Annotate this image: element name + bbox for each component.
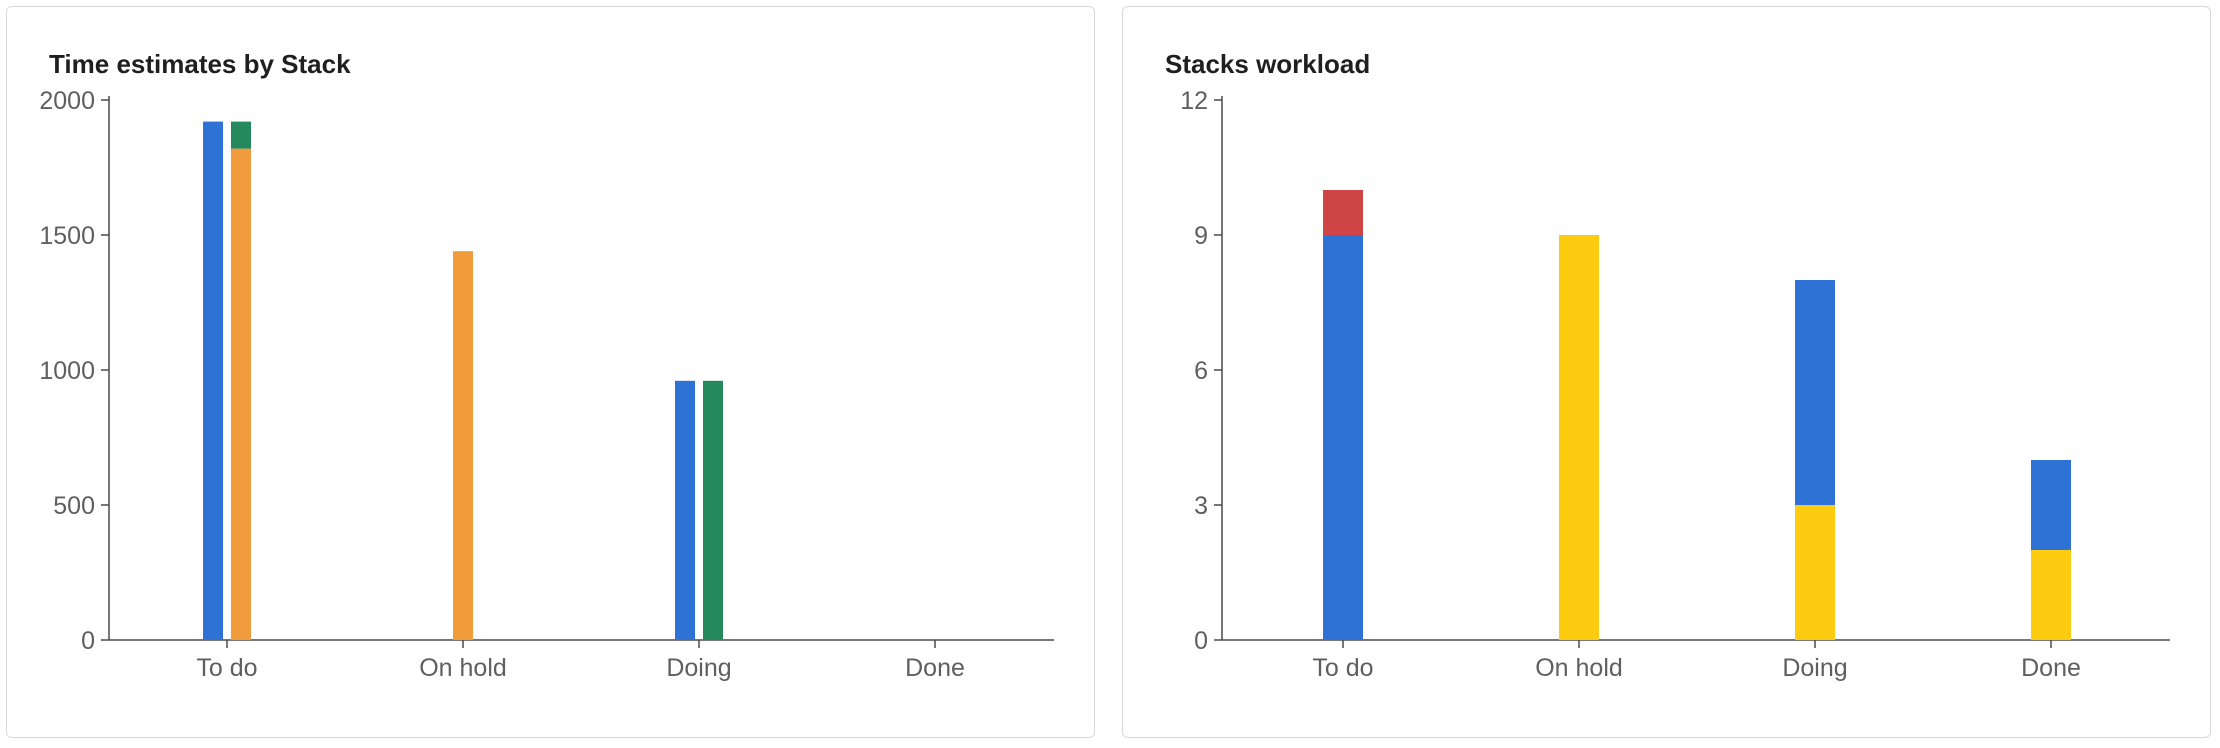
chart-title: Stacks workload (1165, 49, 1371, 79)
y-tick-label: 3 (1194, 492, 1208, 520)
bar-segment (2031, 460, 2071, 550)
bar-segment (203, 121, 223, 641)
bar-segment (231, 121, 251, 149)
y-tick-label: 6 (1194, 357, 1208, 385)
bar-segment (1795, 280, 1835, 505)
bar-segment (231, 148, 251, 640)
time-estimates-chart: 0 500 1000 1500 2000 To do On hold Doing Done (39, 87, 1054, 682)
y-tick-label: 2000 (39, 87, 95, 115)
stacks-workload-chart: 0 3 6 9 12 To do On hold Doing Done (1180, 87, 2170, 682)
x-tick-label: Doing (1782, 654, 1847, 682)
y-tick-label: 1000 (39, 357, 95, 385)
stacks-workload-card: Stacks workload 0 3 6 9 12 To do On hold Doing D… (1122, 6, 2211, 738)
time-estimates-card: Time estimates by Stack 0 500 1000 1500 2000… (6, 6, 1095, 738)
bar-segment (1323, 235, 1363, 640)
chart-title: Time estimates by Stack (49, 49, 351, 79)
x-tick-label: To do (1312, 654, 1373, 682)
bar-segment (2031, 550, 2071, 640)
y-tick-label: 1500 (39, 222, 95, 250)
bar-segment (1323, 190, 1363, 235)
bar-segment (1559, 235, 1599, 640)
y-tick-label: 9 (1194, 222, 1208, 250)
bar-segment (1795, 505, 1835, 640)
x-tick-label: Doing (666, 654, 731, 682)
bar-segment (675, 380, 695, 640)
bar-segment (703, 380, 723, 640)
y-tick-label: 0 (1194, 627, 1208, 655)
x-tick-label: On hold (1535, 654, 1623, 682)
y-tick-label: 0 (81, 627, 95, 655)
x-tick-label: To do (196, 654, 257, 682)
y-tick-label: 500 (53, 492, 95, 520)
bar-segment (453, 251, 473, 640)
x-tick-label: On hold (419, 654, 507, 682)
y-tick-label: 12 (1180, 87, 1208, 115)
x-tick-label: Done (905, 654, 965, 682)
x-tick-label: Done (2021, 654, 2081, 682)
